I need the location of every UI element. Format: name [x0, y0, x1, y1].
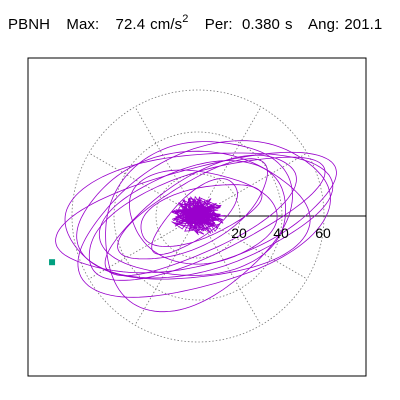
trace-loop-10 [77, 140, 331, 298]
period-label: Per: [204, 16, 233, 33]
grid-spoke-60 [197, 106, 262, 217]
grid-spoke-120 [134, 106, 199, 217]
period-unit: s [284, 16, 293, 33]
plot-header: PBNH Max: 72.4 cm/s2 Per: 0.380 s Ang: 201.… [8, 13, 383, 33]
trace-loop-6 [117, 158, 268, 260]
max-value: 72.4 [115, 16, 146, 33]
grid-spoke-30 [197, 152, 308, 217]
grid-spoke-150 [88, 152, 199, 217]
motion-trace [55, 140, 337, 313]
trace-core [170, 195, 226, 236]
radial-tick-label-20: 20 [231, 225, 247, 241]
grid-spoke-240 [134, 215, 199, 326]
max-unit-exponent: 2 [182, 13, 189, 25]
trace-loop-7 [128, 169, 278, 265]
trace-loop-11 [151, 178, 238, 255]
angle-value: 201.1 [344, 16, 383, 33]
trace-loop-4 [104, 154, 297, 277]
station-code: PBNH [8, 16, 51, 33]
radial-tick-labels: 20 40 60 [231, 225, 331, 241]
trace-loop-8 [140, 184, 263, 248]
plot-frame [27, 57, 367, 377]
radial-tick-label-60: 60 [315, 225, 331, 241]
max-label: Max: [66, 16, 100, 33]
trace-loop-1 [64, 152, 334, 279]
start-marker [49, 259, 56, 266]
angle-label: Ang: [308, 16, 340, 33]
period-value: 0.380 [241, 16, 280, 33]
trace-loop-9 [105, 141, 293, 313]
max-unit: cm/s [150, 16, 183, 33]
radial-tick-label-40: 40 [273, 225, 289, 241]
grid-spoke-210 [88, 215, 199, 280]
